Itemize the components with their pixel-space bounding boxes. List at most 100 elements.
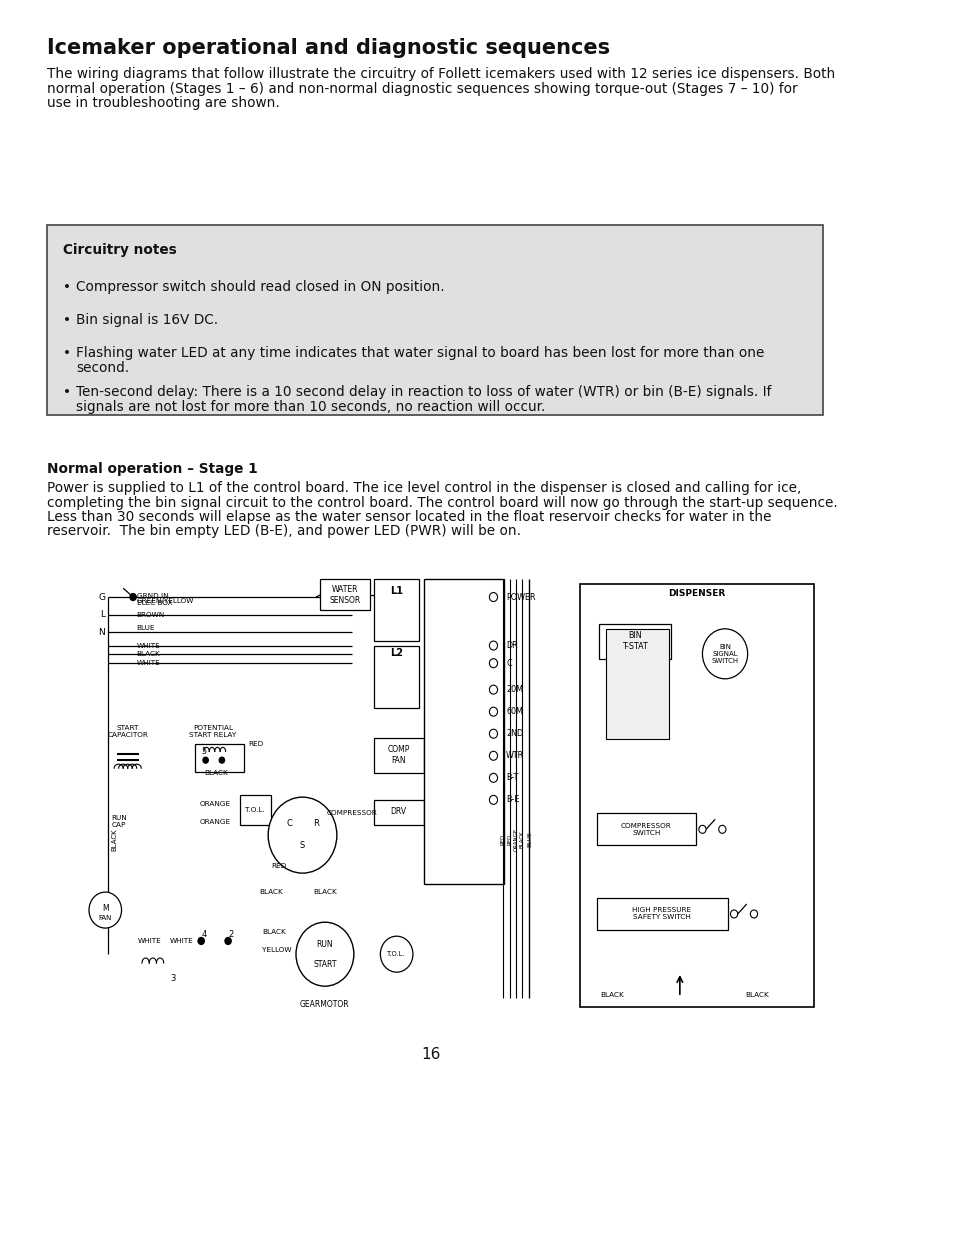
Text: second.: second. bbox=[76, 361, 129, 374]
Text: POTENTIAL
START RELAY: POTENTIAL START RELAY bbox=[189, 725, 236, 739]
Circle shape bbox=[89, 892, 121, 927]
Text: BIN
SIGNAL
SWITCH: BIN SIGNAL SWITCH bbox=[711, 643, 738, 664]
Text: 20M: 20M bbox=[506, 685, 522, 694]
Circle shape bbox=[489, 729, 497, 739]
Text: B-E: B-E bbox=[506, 795, 519, 804]
Text: BIN
T-STAT: BIN T-STAT bbox=[621, 631, 647, 651]
Text: WTR: WTR bbox=[506, 751, 524, 761]
Text: YELLOW: YELLOW bbox=[262, 947, 292, 952]
Text: BLACK: BLACK bbox=[204, 771, 228, 777]
Text: 5: 5 bbox=[201, 747, 206, 756]
Text: The wiring diagrams that follow illustrate the circuitry of Follett icemakers us: The wiring diagrams that follow illustra… bbox=[47, 67, 835, 82]
Text: 16: 16 bbox=[421, 1047, 440, 1062]
Circle shape bbox=[699, 825, 705, 834]
Bar bbox=[423, 579, 504, 883]
Text: Compressor switch should read closed in ON position.: Compressor switch should read closed in … bbox=[76, 280, 444, 294]
Text: C: C bbox=[286, 819, 292, 827]
Text: GRND IN
ELEC BOX: GRND IN ELEC BOX bbox=[136, 593, 172, 605]
Circle shape bbox=[489, 685, 497, 694]
Text: HIGH PRESSURE
SAFETY SWITCH: HIGH PRESSURE SAFETY SWITCH bbox=[632, 908, 691, 920]
Text: BLACK: BLACK bbox=[112, 829, 117, 851]
Text: BLACK: BLACK bbox=[599, 992, 623, 998]
Text: R: R bbox=[313, 819, 318, 827]
Text: Normal operation – Stage 1: Normal operation – Stage 1 bbox=[47, 462, 257, 475]
Bar bbox=[596, 898, 727, 930]
Text: BLACK: BLACK bbox=[519, 831, 524, 848]
Text: •: • bbox=[63, 280, 71, 294]
Circle shape bbox=[219, 757, 224, 763]
Circle shape bbox=[489, 593, 497, 601]
Text: COMPRESSOR
SWITCH: COMPRESSOR SWITCH bbox=[620, 823, 671, 836]
Circle shape bbox=[268, 797, 336, 873]
Circle shape bbox=[718, 825, 725, 834]
Text: Less than 30 seconds will elapse as the water sensor located in the float reserv: Less than 30 seconds will elapse as the … bbox=[47, 510, 771, 524]
Circle shape bbox=[750, 910, 757, 918]
Circle shape bbox=[489, 795, 497, 804]
Bar bbox=[605, 629, 668, 739]
Circle shape bbox=[489, 708, 497, 716]
Text: BLACK: BLACK bbox=[136, 651, 160, 657]
Text: ORANGE: ORANGE bbox=[199, 802, 231, 808]
Text: WHITE: WHITE bbox=[136, 661, 160, 666]
Text: RED: RED bbox=[249, 741, 264, 747]
Circle shape bbox=[225, 937, 231, 945]
Text: N: N bbox=[98, 627, 105, 637]
Text: use in troubleshooting are shown.: use in troubleshooting are shown. bbox=[47, 96, 279, 110]
Text: M: M bbox=[102, 904, 109, 913]
Circle shape bbox=[489, 641, 497, 650]
Text: ORANGE: ORANGE bbox=[199, 819, 231, 825]
Text: GEARMOTOR: GEARMOTOR bbox=[300, 999, 350, 1009]
Text: DRV: DRV bbox=[390, 808, 406, 816]
Text: C: C bbox=[506, 658, 511, 668]
Text: BROWN: BROWN bbox=[136, 611, 165, 618]
Text: POWER: POWER bbox=[506, 593, 535, 601]
Bar bbox=[374, 800, 423, 825]
Text: L1: L1 bbox=[390, 587, 403, 597]
Bar bbox=[47, 225, 821, 415]
Bar bbox=[374, 739, 423, 773]
Text: 2: 2 bbox=[219, 757, 224, 763]
Text: COMPRESSOR: COMPRESSOR bbox=[327, 810, 377, 816]
Text: RED: RED bbox=[506, 834, 512, 845]
Text: BLACK: BLACK bbox=[262, 929, 286, 935]
Circle shape bbox=[730, 910, 737, 918]
Text: DR: DR bbox=[506, 641, 517, 650]
Text: BLACK: BLACK bbox=[744, 992, 768, 998]
Text: •: • bbox=[63, 385, 71, 399]
Text: RED: RED bbox=[500, 834, 505, 845]
Text: S: S bbox=[299, 841, 305, 850]
Text: WHITE: WHITE bbox=[136, 642, 160, 648]
Bar bbox=[596, 814, 696, 845]
Text: T.O.L.: T.O.L. bbox=[387, 951, 405, 957]
Text: T.O.L.: T.O.L. bbox=[245, 808, 265, 814]
Text: WATER
SENSOR: WATER SENSOR bbox=[329, 585, 360, 605]
Text: RUN
CAP: RUN CAP bbox=[111, 815, 127, 829]
Text: WHITE: WHITE bbox=[170, 937, 193, 944]
Circle shape bbox=[295, 923, 354, 987]
Bar bbox=[374, 579, 418, 641]
Bar bbox=[579, 584, 813, 1007]
Text: RED: RED bbox=[271, 863, 286, 869]
Circle shape bbox=[130, 594, 136, 600]
Text: 2: 2 bbox=[228, 930, 233, 940]
Text: Bin signal is 16V DC.: Bin signal is 16V DC. bbox=[76, 312, 218, 327]
Text: COMP
FAN: COMP FAN bbox=[387, 746, 410, 764]
Text: BLUE: BLUE bbox=[526, 831, 532, 847]
Text: BLACK: BLACK bbox=[313, 889, 336, 895]
Text: WHITE: WHITE bbox=[138, 937, 162, 944]
Bar bbox=[239, 795, 271, 825]
Text: ORANGE: ORANGE bbox=[513, 827, 517, 851]
Circle shape bbox=[198, 937, 204, 945]
Text: reservoir.  The bin empty LED (B-E), and power LED (PWR) will be on.: reservoir. The bin empty LED (B-E), and … bbox=[47, 525, 520, 538]
Text: completing the bin signal circuit to the control board. The control board will n: completing the bin signal circuit to the… bbox=[47, 495, 837, 510]
Text: Icemaker operational and diagnostic sequences: Icemaker operational and diagnostic sequ… bbox=[47, 38, 610, 58]
Text: G: G bbox=[98, 593, 105, 601]
Text: 3: 3 bbox=[170, 974, 175, 983]
Bar bbox=[194, 745, 244, 772]
Text: BLACK: BLACK bbox=[259, 889, 283, 895]
Text: L2: L2 bbox=[390, 648, 403, 658]
Circle shape bbox=[701, 629, 747, 679]
Text: START: START bbox=[313, 960, 336, 968]
Circle shape bbox=[380, 936, 413, 972]
Text: •: • bbox=[63, 346, 71, 359]
